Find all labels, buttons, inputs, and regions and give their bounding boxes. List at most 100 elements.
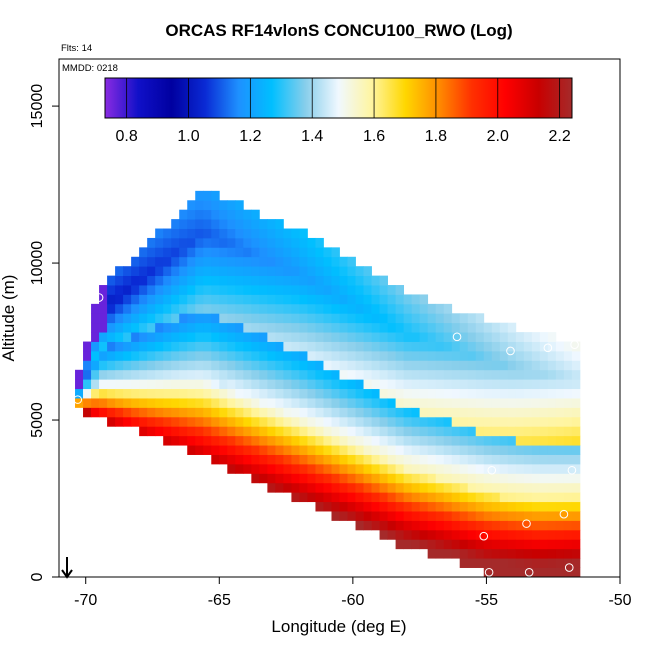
heatmap-cell xyxy=(491,473,501,484)
heatmap-cell xyxy=(139,369,148,380)
heatmap-cell xyxy=(187,200,196,211)
heatmap-cell xyxy=(243,435,252,446)
flight-point xyxy=(567,465,577,475)
heatmap-cell xyxy=(179,341,188,352)
heatmap-cell xyxy=(299,322,308,333)
heatmap-cell xyxy=(123,388,132,399)
heatmap-cell xyxy=(115,360,124,371)
heatmap-cell xyxy=(331,501,340,512)
heatmap-cell xyxy=(347,341,356,352)
heatmap-cell xyxy=(491,322,501,333)
heatmap-cell xyxy=(299,256,308,267)
heatmap-cell xyxy=(507,482,517,493)
heatmap-cell xyxy=(195,332,204,342)
heatmap-cell xyxy=(331,256,340,267)
heatmap-cell xyxy=(499,322,509,333)
heatmap-cell xyxy=(531,360,541,371)
heatmap-cell xyxy=(139,398,148,408)
heatmap-cell xyxy=(379,313,388,324)
heatmap-cell xyxy=(179,294,188,305)
heatmap-cell xyxy=(491,501,501,512)
heatmap-cell xyxy=(291,237,300,248)
heatmap-cell xyxy=(507,492,517,503)
heatmap-cell xyxy=(171,285,180,295)
heatmap-cell xyxy=(139,303,148,314)
heatmap-cell xyxy=(227,219,236,229)
heatmap-cell xyxy=(547,398,557,408)
heatmap-cell xyxy=(187,445,196,455)
heatmap-cell xyxy=(371,501,380,512)
heatmap-cell xyxy=(403,539,413,550)
heatmap-cell xyxy=(203,332,212,342)
heatmap-cell xyxy=(219,294,228,305)
heatmap-cell xyxy=(459,322,469,333)
heatmap-cell xyxy=(419,482,429,493)
heatmap-cell xyxy=(259,247,268,258)
heatmap-cell xyxy=(187,407,196,418)
heatmap-cell xyxy=(411,539,421,550)
heatmap-cell xyxy=(203,190,212,201)
heatmap-cell xyxy=(475,501,485,512)
heatmap-cell xyxy=(203,407,212,418)
heatmap-cell xyxy=(259,313,268,324)
heatmap-cell xyxy=(555,360,565,371)
heatmap-cell xyxy=(451,445,461,455)
heatmap-cell xyxy=(563,407,573,418)
heatmap-cell xyxy=(147,266,156,277)
heatmap-cell xyxy=(395,398,405,408)
heatmap-cell xyxy=(323,275,332,286)
heatmap-cell xyxy=(555,473,565,484)
heatmap-cell xyxy=(299,369,308,380)
heatmap-cell xyxy=(355,454,364,465)
heatmap-cell xyxy=(443,379,453,390)
heatmap-cell xyxy=(179,350,188,361)
heatmap-cell xyxy=(507,473,517,484)
heatmap-cell xyxy=(251,228,260,239)
heatmap-cell xyxy=(91,313,100,324)
heatmap-cell xyxy=(339,454,348,465)
heatmap-cell xyxy=(187,266,196,277)
heatmap-cell xyxy=(339,332,348,342)
heatmap-cell xyxy=(267,473,276,484)
heatmap-cell xyxy=(259,407,268,418)
heatmap-cell xyxy=(299,313,308,324)
colorbar-tick-label: 2.2 xyxy=(549,128,571,145)
heatmap-cell xyxy=(291,369,300,380)
heatmap-cell xyxy=(155,275,164,286)
heatmap-cell xyxy=(251,303,260,314)
heatmap-cell xyxy=(475,482,485,493)
heatmap-cell xyxy=(219,256,228,267)
heatmap-cell xyxy=(419,341,429,352)
heatmap-cell xyxy=(395,501,405,512)
heatmap-cell xyxy=(531,567,541,577)
heatmap-cell xyxy=(99,303,108,314)
heatmap-cell xyxy=(339,398,348,408)
heatmap-cell xyxy=(339,360,348,371)
heatmap-cell xyxy=(275,303,284,314)
heatmap-cell xyxy=(483,445,493,455)
heatmap-cell xyxy=(491,360,501,371)
heatmap-cell xyxy=(475,463,485,474)
heatmap-cell xyxy=(299,237,308,248)
heatmap-cell xyxy=(275,369,284,380)
heatmap-cell xyxy=(99,360,108,371)
heatmap-cell xyxy=(331,407,340,418)
heatmap-cell xyxy=(563,435,573,446)
heatmap-cell xyxy=(251,219,260,229)
heatmap-cell xyxy=(259,398,268,408)
heatmap-cell xyxy=(475,398,485,408)
heatmap-cell xyxy=(203,435,212,446)
heatmap-cell xyxy=(115,388,124,399)
heatmap-cell xyxy=(339,501,348,512)
heatmap-cell xyxy=(491,435,501,446)
heatmap-cell xyxy=(275,388,284,399)
heatmap-cell xyxy=(251,454,260,465)
heatmap-cell xyxy=(403,445,413,455)
heatmap-cell xyxy=(419,332,429,342)
heatmap-cell xyxy=(219,369,228,380)
heatmap-cell xyxy=(323,463,332,474)
heatmap-cell xyxy=(211,341,220,352)
heatmap-cell xyxy=(299,492,308,503)
heatmap-cell xyxy=(275,407,284,418)
